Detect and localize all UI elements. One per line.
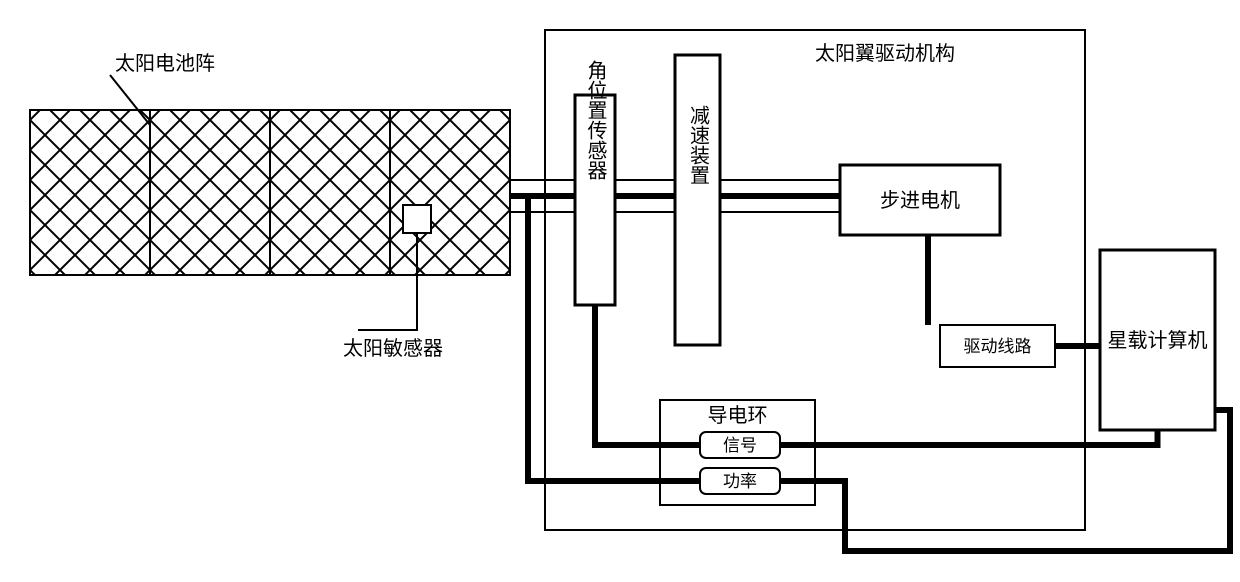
signal-label: 信号 — [723, 436, 757, 455]
reducer-block — [675, 55, 720, 345]
drive-circuit-label: 驱动线路 — [964, 337, 1032, 356]
power-label: 功率 — [723, 472, 757, 491]
stepper-motor-label: 步进电机 — [880, 189, 960, 212]
reducer-label: 减速装置 — [687, 105, 710, 185]
solar-array-label: 太阳电池阵 — [115, 52, 215, 75]
sun-sensor-label: 太阳敏感器 — [343, 337, 443, 360]
drive-mechanism-title: 太阳翼驱动机构 — [815, 42, 955, 65]
angle-sensor-label: 角位置传感器 — [584, 60, 607, 180]
slip-ring-label: 导电环 — [708, 404, 768, 427]
sun-sensor-block — [403, 205, 431, 233]
onboard-computer-label: 星载计算机 — [1108, 329, 1208, 352]
